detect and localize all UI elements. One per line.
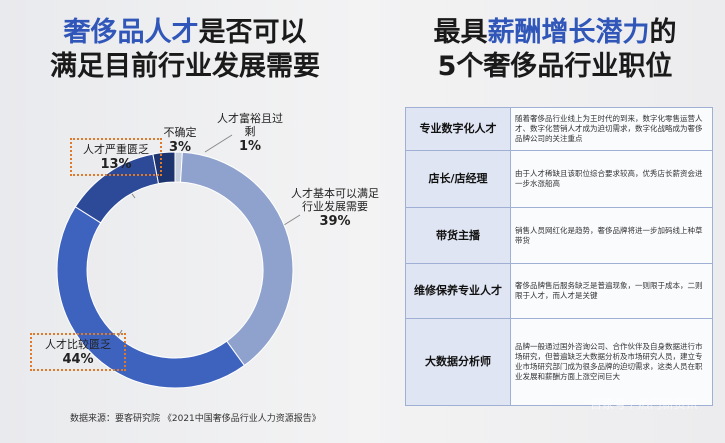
- slice-label: 人才严重匮乏 13%: [70, 138, 162, 176]
- source-note: 数据来源：要客研究院 《2021中国奢侈品行业人力资源报告》: [70, 414, 321, 424]
- position-desc: 销售人员网红化是趋势，奢侈品牌将进一步加码线上种草带货: [510, 207, 713, 264]
- title-part: 是否可以: [198, 17, 307, 48]
- donut-slice: [56, 206, 246, 389]
- position-name: 带货主播: [405, 207, 511, 264]
- right-title: 最具薪酬增长潜力的 5个奢侈品行业职位: [390, 16, 720, 84]
- category-label: 人才基本可以满足行业发展需要: [291, 187, 379, 213]
- title-part: 最具: [433, 17, 488, 48]
- position-name: 店长/店经理: [405, 150, 511, 208]
- value-label: 44%: [62, 352, 94, 367]
- position-table: 专业数字化人才 随着奢侈品行业线上为王时代的到来，数字化零售运营人才、数字化营销人…: [405, 107, 713, 406]
- position-desc: 品牌一般通过国外咨询公司、合作伙伴及自身数据进行市场研究，但普遍缺乏大数据分析及…: [510, 318, 713, 406]
- position-name: 专业数字化人才: [405, 107, 511, 151]
- position-name: 大数据分析师: [405, 318, 511, 406]
- table-row: 专业数字化人才 随着奢侈品行业线上为王时代的到来，数字化零售运营人才、数字化营销人…: [405, 107, 713, 151]
- table-row: 大数据分析师 品牌一般通过国外咨询公司、合作伙伴及自身数据进行市场研究，但普遍缺乏…: [405, 318, 713, 406]
- category-label: 人才比较匮乏: [45, 338, 111, 351]
- value-label: 3%: [168, 140, 192, 155]
- left-title: 奢侈品人才是否可以 满足目前行业发展需要: [20, 16, 350, 84]
- title-highlight: 奢侈品人才: [63, 17, 199, 48]
- position-desc: 随着奢侈品行业线上为王时代的到来，数字化零售运营人才、数字化营销人才成为迫切需求…: [510, 107, 713, 151]
- slice-label: 人才基本可以满足行业发展需要 39%: [290, 187, 380, 228]
- slice-label: 人才比较匮乏 44%: [30, 333, 126, 371]
- title-part: 满足目前行业发展需要: [50, 51, 320, 82]
- title-highlight: 薪酬增长潜力: [487, 17, 650, 48]
- position-name: 维修保养专业人才: [405, 263, 511, 319]
- watermark: 百家号 / 热门新资讯: [590, 397, 698, 411]
- table-row: 维修保养专业人才 奢侈品牌售后服务缺乏是普遍现象，一则限于成本，二则限于人才，而人…: [405, 263, 713, 319]
- donut-slice: [179, 151, 294, 367]
- slice-label: 不确定 3%: [155, 126, 205, 154]
- table-row: 店长/店经理 由于人才稀缺且该职位综合要求较高，优秀店长薪资会进一步水涨船高: [405, 150, 713, 208]
- value-label: 1%: [238, 139, 262, 154]
- value-label: 13%: [100, 157, 132, 172]
- position-desc: 奢侈品牌售后服务缺乏是普遍现象，一则限于成本，二则限于人才，而人才是关键: [510, 263, 713, 319]
- value-label: 39%: [319, 214, 351, 229]
- title-part: 的: [649, 17, 677, 48]
- title-part: 5个奢侈品行业职位: [437, 51, 673, 82]
- category-label: 人才严重匮乏: [83, 143, 149, 156]
- category-label: 人才富裕且过剩: [217, 112, 283, 138]
- position-desc: 由于人才稀缺且该职位综合要求较高，优秀店长薪资会进一步水涨船高: [510, 150, 713, 208]
- category-label: 不确定: [163, 126, 197, 139]
- slice-label: 人才富裕且过剩 1%: [215, 112, 285, 153]
- table-row: 带货主播 销售人员网红化是趋势，奢侈品牌将进一步加码线上种草带货: [405, 207, 713, 264]
